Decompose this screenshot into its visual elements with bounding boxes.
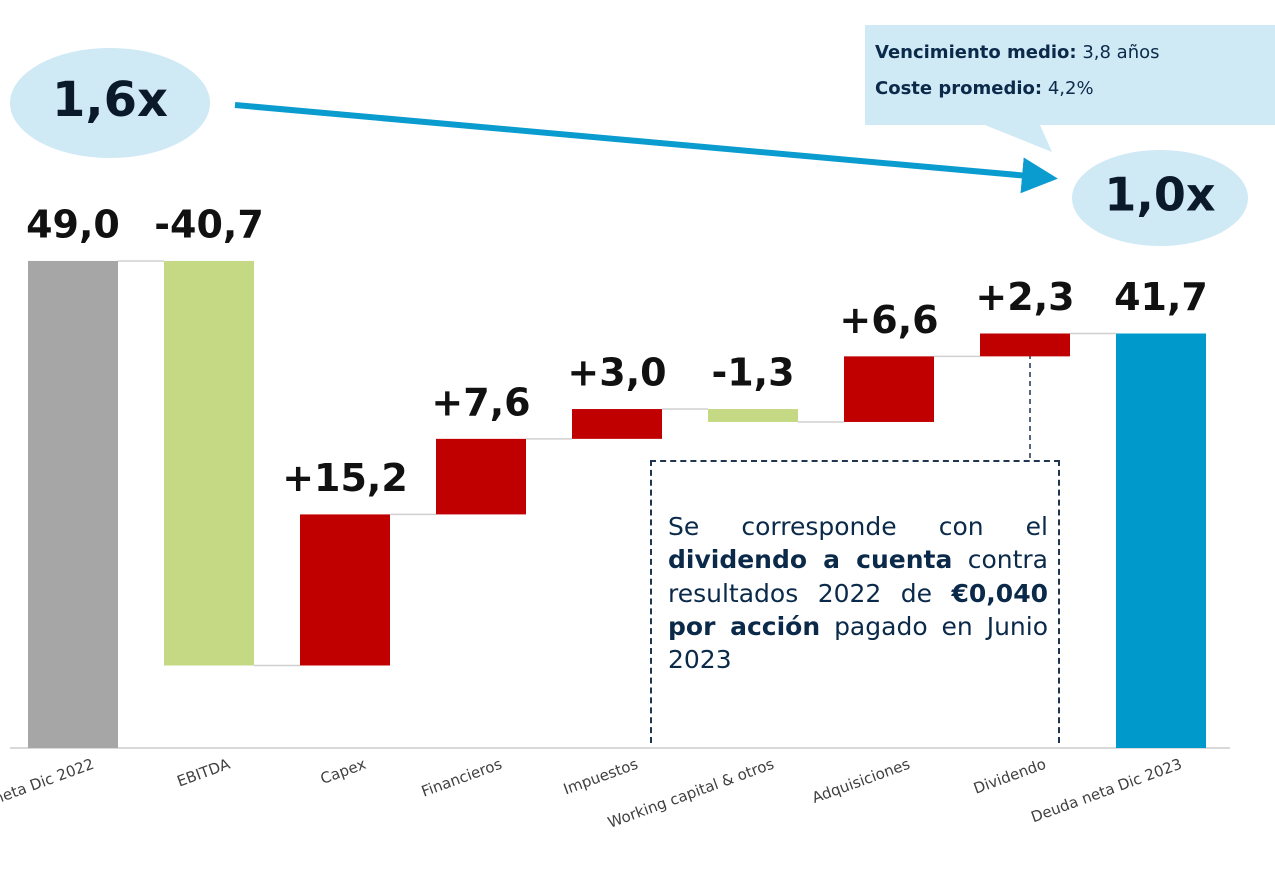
callout-value: 4,2% <box>1047 78 1094 99</box>
x-tick-label: Adquisiciones <box>810 755 913 807</box>
callout: Vencimiento medio: 3,8 años Coste promed… <box>865 25 1275 125</box>
value-label: +3,0 <box>567 351 666 395</box>
value-label: +6,6 <box>839 298 938 342</box>
callout-line: Vencimiento medio: 3,8 años <box>875 35 1275 71</box>
bubble <box>10 48 210 158</box>
value-label: -40,7 <box>154 202 264 246</box>
bar <box>436 438 526 515</box>
bar <box>708 409 798 422</box>
value-label: -1,3 <box>711 351 794 395</box>
value-label: +2,3 <box>975 275 1074 319</box>
bar <box>28 260 118 748</box>
arrow <box>234 102 1058 194</box>
note-text: Se corresponde con el <box>668 512 1048 541</box>
callout-line: Coste promedio: 4,2% <box>875 71 1275 107</box>
bubble <box>1072 150 1248 246</box>
note-bold: €0,040 por acción <box>668 578 1048 641</box>
x-tick-label: Capex <box>318 755 368 788</box>
bubble-label: 1,6x <box>52 72 168 128</box>
value-label: +7,6 <box>431 380 530 424</box>
value-label: 49,0 <box>26 202 120 246</box>
callout-box <box>865 25 1275 152</box>
x-tick-label: Dividendo <box>971 755 1048 798</box>
note-text: pagado en Junio 2023 <box>668 611 1048 674</box>
bar <box>844 356 934 422</box>
bubble-label: 1,0x <box>1104 168 1215 222</box>
bar <box>164 260 254 666</box>
value-label: 41,7 <box>1114 275 1208 319</box>
bar <box>300 514 390 666</box>
x-tick-label: Impuestos <box>561 755 641 799</box>
callout-value: 3,8 años <box>1082 42 1160 63</box>
value-label: +15,2 <box>282 456 408 500</box>
x-tick-label: Deuda neta Dic 2022 <box>0 755 96 826</box>
bar <box>572 409 662 439</box>
note-bold: dividendo a cuenta <box>668 545 953 575</box>
bar <box>1116 333 1206 748</box>
x-tick-label: Deuda neta Dic 2023 <box>1029 755 1185 826</box>
callout-label: Coste promedio: <box>875 78 1043 99</box>
x-tick-label: EBITDA <box>175 755 233 791</box>
x-tick-label: Financieros <box>419 755 505 801</box>
note: Se corresponde con el dividendo a cuenta… <box>650 460 1060 743</box>
bar <box>980 333 1070 357</box>
note-text: contra resultados 2022 de <box>668 545 1048 608</box>
callout-label: Vencimiento medio: <box>875 42 1077 63</box>
